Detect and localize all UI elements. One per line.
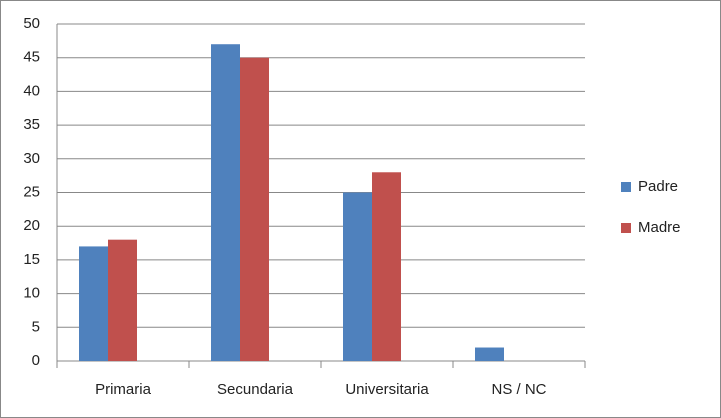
bar — [240, 57, 269, 361]
bar — [108, 239, 137, 361]
bar — [79, 246, 108, 361]
x-tick-label: Primaria — [95, 381, 151, 398]
legend-swatch — [621, 223, 631, 233]
y-tick-label: 40 — [23, 82, 40, 99]
y-tick-label: 5 — [32, 318, 40, 335]
y-tick-label: 15 — [23, 251, 40, 268]
legend-swatch — [621, 182, 631, 192]
y-tick-label: 10 — [23, 285, 40, 302]
x-tick-label: Universitaria — [345, 381, 429, 398]
bar — [343, 192, 372, 361]
y-tick-label: 30 — [23, 150, 40, 167]
y-tick-label: 0 — [32, 352, 40, 369]
y-tick-label: 50 — [23, 15, 40, 32]
y-tick-label: 35 — [23, 116, 40, 133]
bar — [475, 347, 504, 361]
x-tick-label: NS / NC — [491, 381, 546, 398]
x-tick-label: Secundaria — [217, 381, 294, 398]
y-tick-label: 45 — [23, 49, 40, 66]
legend-label: Madre — [638, 219, 681, 236]
bar — [372, 172, 401, 361]
legend-label: Padre — [638, 178, 678, 195]
bar — [211, 44, 240, 361]
y-tick-label: 20 — [23, 217, 40, 234]
y-tick-label: 25 — [23, 183, 40, 200]
